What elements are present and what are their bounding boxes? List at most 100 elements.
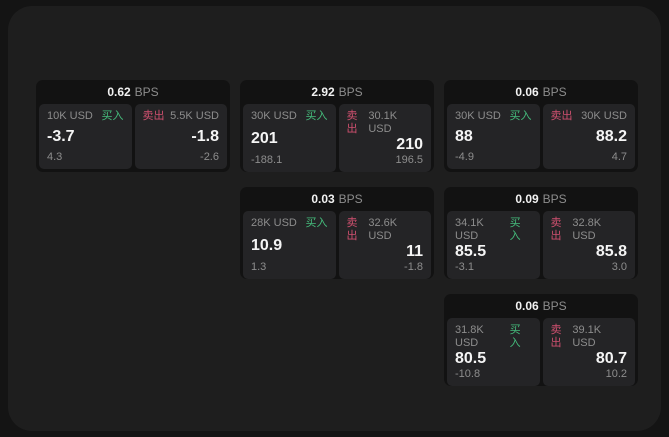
sell-top-row: 卖出 32.6K USD	[347, 217, 424, 243]
sell-label: 卖出	[346, 110, 358, 135]
buy-top-row: 30K USD 买入	[455, 110, 532, 123]
quote-panels: 34.1K USD 买入 85.5 -3.1 卖出 32.8K USD 85.8…	[444, 211, 638, 282]
buy-top-row: 31.8K USD 买入	[455, 324, 532, 350]
sell-amount: 5.5K USD	[170, 110, 219, 122]
buy-label: 买入	[509, 217, 521, 242]
buy-panel[interactable]: 34.1K USD 买入 85.5 -3.1	[447, 211, 540, 279]
buy-top-row: 34.1K USD 买入	[455, 217, 532, 243]
quote-panels: 31.8K USD 买入 80.5 -10.8 卖出 39.1K USD 80.…	[444, 318, 638, 389]
spread-header: 0.09 BPS	[444, 187, 638, 211]
sell-delta: 196.5	[395, 154, 423, 166]
buy-amount: 31.8K USD	[455, 324, 484, 349]
spread-value: 0.09	[515, 192, 539, 206]
quote-panels: 10K USD 买入 -3.7 4.3 卖出 5.5K USD -1.8 -2.…	[36, 104, 230, 172]
sell-panel[interactable]: 卖出 5.5K USD -1.8 -2.6	[134, 104, 227, 169]
spread-value: 0.03	[311, 192, 335, 206]
buy-delta: 1.3	[251, 261, 267, 273]
spread-value: 0.62	[107, 85, 131, 99]
buy-price: -3.7	[47, 128, 75, 145]
sell-panel[interactable]: 卖出 32.8K USD 85.8 3.0	[542, 211, 635, 279]
sell-delta: -2.6	[200, 151, 219, 163]
sell-label: 卖出	[550, 110, 573, 122]
buy-panel[interactable]: 10K USD 买入 -3.7 4.3	[39, 104, 132, 169]
spread-unit: BPS	[338, 192, 363, 206]
sell-label: 卖出	[142, 110, 165, 122]
buy-delta: -188.1	[251, 154, 283, 166]
buy-price: 88	[455, 128, 473, 145]
spread-value: 0.06	[515, 85, 539, 99]
buy-panel[interactable]: 30K USD 买入 201 -188.1	[243, 104, 336, 172]
buy-panel[interactable]: 31.8K USD 买入 80.5 -10.8	[447, 318, 540, 386]
quote-grid: 0.62 BPS 10K USD 买入 -3.7 4.3 卖出 5.5K USD	[36, 80, 638, 386]
quote-card: 0.06 BPS 31.8K USD 买入 80.5 -10.8 卖出 39.1…	[444, 294, 638, 386]
sell-price: 11	[406, 243, 423, 260]
sell-price: -1.8	[191, 128, 219, 145]
quote-card: 0.62 BPS 10K USD 买入 -3.7 4.3 卖出 5.5K USD	[36, 80, 230, 172]
spread-header: 0.06 BPS	[444, 294, 638, 318]
sell-price: 85.8	[595, 243, 627, 260]
spread-unit: BPS	[134, 85, 159, 99]
quote-card: 0.03 BPS 28K USD 买入 10.9 1.3 卖出 32.6K US…	[240, 187, 434, 279]
buy-price: 201	[251, 129, 278, 147]
spread-header: 2.92 BPS	[240, 80, 434, 104]
sell-panel[interactable]: 卖出 39.1K USD 80.7 10.2	[542, 318, 635, 386]
quote-card: 0.06 BPS 30K USD 买入 88 -4.9 卖出 30K USD	[444, 80, 638, 172]
sell-amount: 32.6K USD	[368, 217, 398, 242]
spread-header: 0.62 BPS	[36, 80, 230, 104]
buy-price: 85.5	[455, 243, 487, 260]
spread-unit: BPS	[542, 299, 567, 313]
buy-label: 买入	[305, 217, 328, 229]
quote-card: 0.09 BPS 34.1K USD 买入 85.5 -3.1 卖出 32.8K…	[444, 187, 638, 279]
quotes-panel: 0.62 BPS 10K USD 买入 -3.7 4.3 卖出 5.5K USD	[8, 6, 661, 431]
buy-amount: 10K USD	[47, 110, 93, 122]
spread-header: 0.03 BPS	[240, 187, 434, 211]
quote-panels: 30K USD 买入 88 -4.9 卖出 30K USD 88.2 4.7	[444, 104, 638, 172]
sell-price: 210	[396, 136, 423, 153]
buy-label: 买入	[509, 110, 532, 122]
sell-panel[interactable]: 卖出 32.6K USD 11 -1.8	[338, 211, 431, 279]
spread-unit: BPS	[542, 85, 567, 99]
sell-delta: -1.8	[404, 261, 423, 273]
buy-top-row: 10K USD 买入	[47, 110, 124, 123]
sell-delta: 10.2	[605, 368, 627, 380]
buy-label: 买入	[509, 324, 521, 349]
spread-value: 0.06	[515, 299, 539, 313]
sell-panel[interactable]: 卖出 30.1K USD 210 196.5	[338, 104, 431, 172]
sell-panel[interactable]: 卖出 30K USD 88.2 4.7	[542, 104, 635, 169]
buy-price: 10.9	[251, 236, 283, 254]
buy-delta: -10.8	[455, 368, 481, 380]
sell-label: 卖出	[346, 217, 358, 242]
buy-amount: 30K USD	[251, 110, 297, 122]
buy-label: 买入	[101, 110, 124, 122]
sell-amount: 30K USD	[581, 110, 627, 122]
spread-header: 0.06 BPS	[444, 80, 638, 104]
spread-unit: BPS	[542, 192, 567, 206]
sell-top-row: 卖出 30K USD	[551, 110, 628, 123]
buy-top-row: 28K USD 买入	[251, 217, 328, 230]
buy-panel[interactable]: 30K USD 买入 88 -4.9	[447, 104, 540, 169]
sell-top-row: 卖出 39.1K USD	[551, 324, 628, 350]
quote-panels: 30K USD 买入 201 -188.1 卖出 30.1K USD 210 1…	[240, 104, 434, 175]
buy-amount: 34.1K USD	[455, 217, 484, 242]
sell-top-row: 卖出 30.1K USD	[347, 110, 424, 136]
sell-delta: 3.0	[611, 261, 627, 273]
sell-label: 卖出	[550, 217, 562, 242]
sell-amount: 32.8K USD	[572, 217, 602, 242]
buy-amount: 28K USD	[251, 217, 297, 229]
sell-top-row: 卖出 5.5K USD	[143, 110, 220, 123]
buy-panel[interactable]: 28K USD 买入 10.9 1.3	[243, 211, 336, 279]
sell-amount: 30.1K USD	[368, 110, 398, 135]
sell-top-row: 卖出 32.8K USD	[551, 217, 628, 243]
sell-price: 88.2	[595, 128, 627, 145]
quote-card: 2.92 BPS 30K USD 买入 201 -188.1 卖出 30.1K …	[240, 80, 434, 172]
sell-label: 卖出	[550, 324, 562, 349]
spread-value: 2.92	[311, 85, 335, 99]
buy-amount: 30K USD	[455, 110, 501, 122]
quote-panels: 28K USD 买入 10.9 1.3 卖出 32.6K USD 11 -1.8	[240, 211, 434, 282]
buy-top-row: 30K USD 买入	[251, 110, 328, 123]
sell-amount: 39.1K USD	[572, 324, 602, 349]
spread-unit: BPS	[338, 85, 363, 99]
sell-price: 80.7	[595, 350, 627, 367]
buy-delta: -4.9	[455, 151, 474, 163]
buy-label: 买入	[305, 110, 328, 122]
